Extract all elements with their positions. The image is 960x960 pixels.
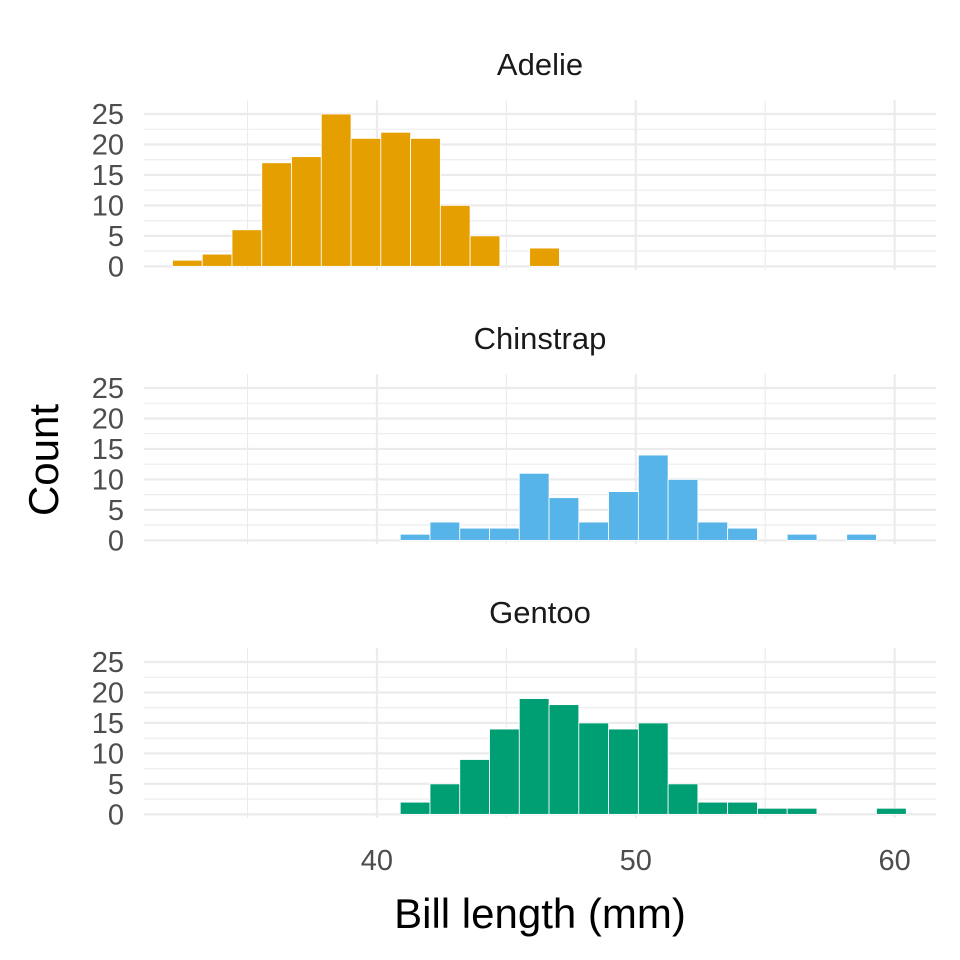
y-tick-label: 10 [92,190,124,222]
histogram-bar [320,113,352,267]
histogram-bar [469,235,501,267]
y-tick-label: 20 [92,403,124,435]
histogram-bar [846,533,877,541]
histogram-bar [697,521,729,541]
histogram-bar [727,801,758,815]
histogram-bar [578,521,609,541]
histogram-bar [637,454,669,541]
histogram-bar [489,527,520,541]
histogram-bar [757,807,788,815]
histogram-bar [529,247,560,267]
histogram-bar [637,722,669,815]
facet-title: Adelie [497,47,583,82]
y-axis-title: Count [20,404,67,516]
histogram-bar [291,156,322,267]
x-axis-ticks: 40 50 60 [361,845,911,877]
histogram-bar [380,131,411,267]
y-tick-label: 10 [92,464,124,496]
histogram-bar [786,533,818,541]
y-tick-label: 20 [92,129,124,161]
histogram-bar [410,137,441,267]
facet-panels: Adelie0510152025Chinstrap0510152025Gento… [92,47,936,831]
histogram-bar [548,497,580,541]
y-tick-label: 15 [92,708,124,740]
histogram-bar [429,521,461,541]
histogram-bar [201,253,233,267]
y-tick-label: 10 [92,738,124,770]
y-tick-label: 0 [108,799,124,831]
histogram-bar [172,259,203,267]
facet-title: Gentoo [489,595,591,630]
x-tick-label: 60 [878,845,910,877]
histogram-bar [518,698,550,815]
y-tick-label: 20 [92,677,124,709]
histogram-bar [518,472,550,541]
histogram-bar [548,704,580,815]
histogram-bar [459,527,490,541]
y-tick-label: 0 [108,251,124,283]
y-tick-label: 5 [108,221,124,253]
histogram-bar [231,229,263,267]
histogram-bar [459,759,490,815]
histogram-bar [876,807,907,815]
y-tick-label: 0 [108,525,124,557]
histogram-bar [667,783,699,815]
histogram-bar [786,807,818,815]
histogram-bar [667,479,699,541]
y-tick-label: 25 [92,373,124,405]
y-tick-label: 5 [108,769,124,801]
histogram-bar [350,137,382,267]
histogram-bar [399,533,431,541]
histogram-bar [429,783,461,815]
x-axis-title: Bill length (mm) [394,890,686,937]
histogram-bar [727,527,758,541]
histogram-bar [439,205,471,267]
y-tick-label: 15 [92,160,124,192]
x-tick-label: 50 [620,845,652,877]
histogram-bar [261,162,292,267]
histogram-bar [399,801,431,815]
histogram-bar [608,728,639,815]
histogram-bar [578,722,609,815]
y-tick-label: 5 [108,495,124,527]
histogram-bar [489,728,520,815]
y-tick-label: 25 [92,647,124,679]
x-tick-label: 40 [361,845,393,877]
y-tick-label: 15 [92,434,124,466]
histogram-bar [608,491,639,541]
facet-title: Chinstrap [474,321,607,356]
histogram-bar [697,801,729,815]
y-tick-label: 25 [92,99,124,131]
